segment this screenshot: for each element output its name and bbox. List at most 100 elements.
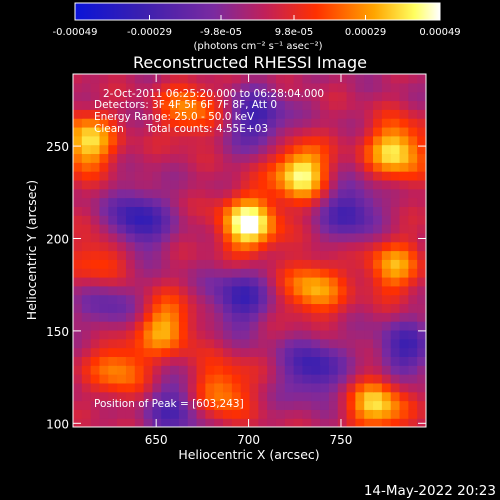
heatmap-cell	[328, 285, 339, 296]
heatmap-cell	[205, 347, 215, 357]
heatmap-cell	[355, 215, 365, 225]
heatmap-cell	[81, 400, 92, 410]
heatmap-cell	[293, 179, 304, 190]
heatmap-cell	[267, 232, 277, 243]
heatmap-cell	[355, 171, 365, 181]
heatmap-cell	[240, 356, 251, 366]
heatmap-cell	[81, 232, 92, 243]
heatmap-cell	[196, 312, 206, 322]
heatmap-cell	[240, 171, 251, 181]
heatmap-cell	[152, 382, 162, 393]
heatmap-cell	[196, 259, 206, 269]
heatmap-cell	[346, 312, 356, 322]
heatmap-cell	[328, 259, 339, 269]
heatmap-cell	[108, 179, 118, 190]
heatmap-cell	[373, 250, 383, 260]
heatmap-cell	[231, 400, 242, 410]
heatmap-cell	[134, 356, 145, 366]
heatmap-cell	[293, 365, 304, 375]
heatmap-cell	[293, 259, 304, 269]
heatmap-cell	[373, 162, 383, 172]
heatmap-cell	[311, 162, 321, 172]
heatmap-cell	[187, 118, 198, 128]
heatmap-cell	[408, 391, 418, 402]
heatmap-cell	[161, 400, 171, 410]
heatmap-cell	[170, 400, 180, 410]
heatmap-cell	[284, 100, 295, 110]
heatmap-cell	[417, 312, 426, 322]
heatmap-cell	[134, 100, 145, 110]
heatmap-cell	[381, 224, 392, 234]
heatmap-cell	[187, 250, 198, 260]
heatmap-cell	[125, 303, 136, 313]
heatmap-cell	[284, 347, 295, 357]
heatmap-cell	[99, 312, 109, 322]
heatmap-cell	[364, 276, 374, 287]
heatmap-cell	[355, 126, 365, 137]
heatmap-cell	[381, 171, 392, 181]
heatmap-cell	[143, 224, 154, 234]
colorbar-tick-label: 0.00049	[419, 27, 460, 38]
heatmap-cell	[417, 215, 426, 225]
heatmap-cell	[125, 276, 136, 287]
heatmap-cell	[161, 338, 171, 349]
heatmap-cell	[134, 224, 145, 234]
heatmap-cell	[275, 179, 286, 190]
heatmap-cell	[90, 82, 101, 93]
heatmap-cell	[302, 100, 312, 110]
heatmap-cell	[267, 338, 277, 349]
heatmap-cell	[196, 268, 206, 278]
heatmap-cell	[178, 374, 189, 384]
heatmap-cell	[117, 268, 127, 278]
heatmap-cell	[267, 365, 277, 375]
heatmap-cell	[134, 82, 145, 93]
heatmap-cell	[161, 109, 171, 119]
heatmap-cell	[328, 321, 339, 331]
heatmap-cell	[364, 179, 374, 190]
heatmap-cell	[320, 118, 330, 128]
heatmap-cell	[284, 179, 295, 190]
heatmap-cell	[293, 409, 304, 419]
heatmap-cell	[417, 135, 426, 146]
heatmap-cell	[99, 232, 109, 243]
heatmap-cell	[170, 179, 180, 190]
heatmap-cell	[125, 250, 136, 260]
heatmap-cell	[205, 382, 215, 393]
heatmap-cell	[417, 303, 426, 313]
heatmap-cell	[390, 224, 401, 234]
heatmap-cell	[125, 365, 136, 375]
heatmap-cell	[320, 206, 330, 216]
heatmap-cell	[108, 144, 118, 155]
heatmap-cell	[134, 162, 145, 172]
heatmap-cell	[249, 356, 259, 366]
heatmap-cell	[302, 118, 312, 128]
heatmap-cell	[205, 82, 215, 93]
heatmap-cell	[249, 188, 259, 199]
heatmap-cell	[258, 329, 268, 340]
heatmap-cell	[108, 197, 118, 207]
heatmap-cell	[293, 400, 304, 410]
heatmap-cell	[152, 109, 162, 119]
heatmap-cell	[258, 409, 268, 419]
heatmap-cell	[81, 188, 92, 199]
heatmap-cell	[337, 338, 348, 349]
heatmap-cell	[373, 382, 383, 393]
heatmap-cell	[90, 179, 101, 190]
heatmap-cell	[381, 109, 392, 119]
heatmap-cell	[311, 91, 321, 102]
heatmap-cell	[364, 126, 374, 137]
heatmap-cell	[284, 259, 295, 269]
heatmap-cell	[417, 206, 426, 216]
heatmap-cell	[73, 153, 83, 163]
heatmap-cell	[293, 418, 304, 427]
heatmap-cell	[417, 153, 426, 163]
heatmap-cell	[267, 82, 277, 93]
heatmap-cell	[408, 409, 418, 419]
heatmap-cell	[223, 268, 233, 278]
heatmap-cell	[311, 118, 321, 128]
peak-position-text: Position of Peak = [603,243]	[94, 398, 244, 410]
heatmap-cell	[73, 206, 83, 216]
heatmap-cell	[267, 224, 277, 234]
heatmap-cell	[355, 144, 365, 155]
heatmap-cell	[258, 250, 268, 260]
